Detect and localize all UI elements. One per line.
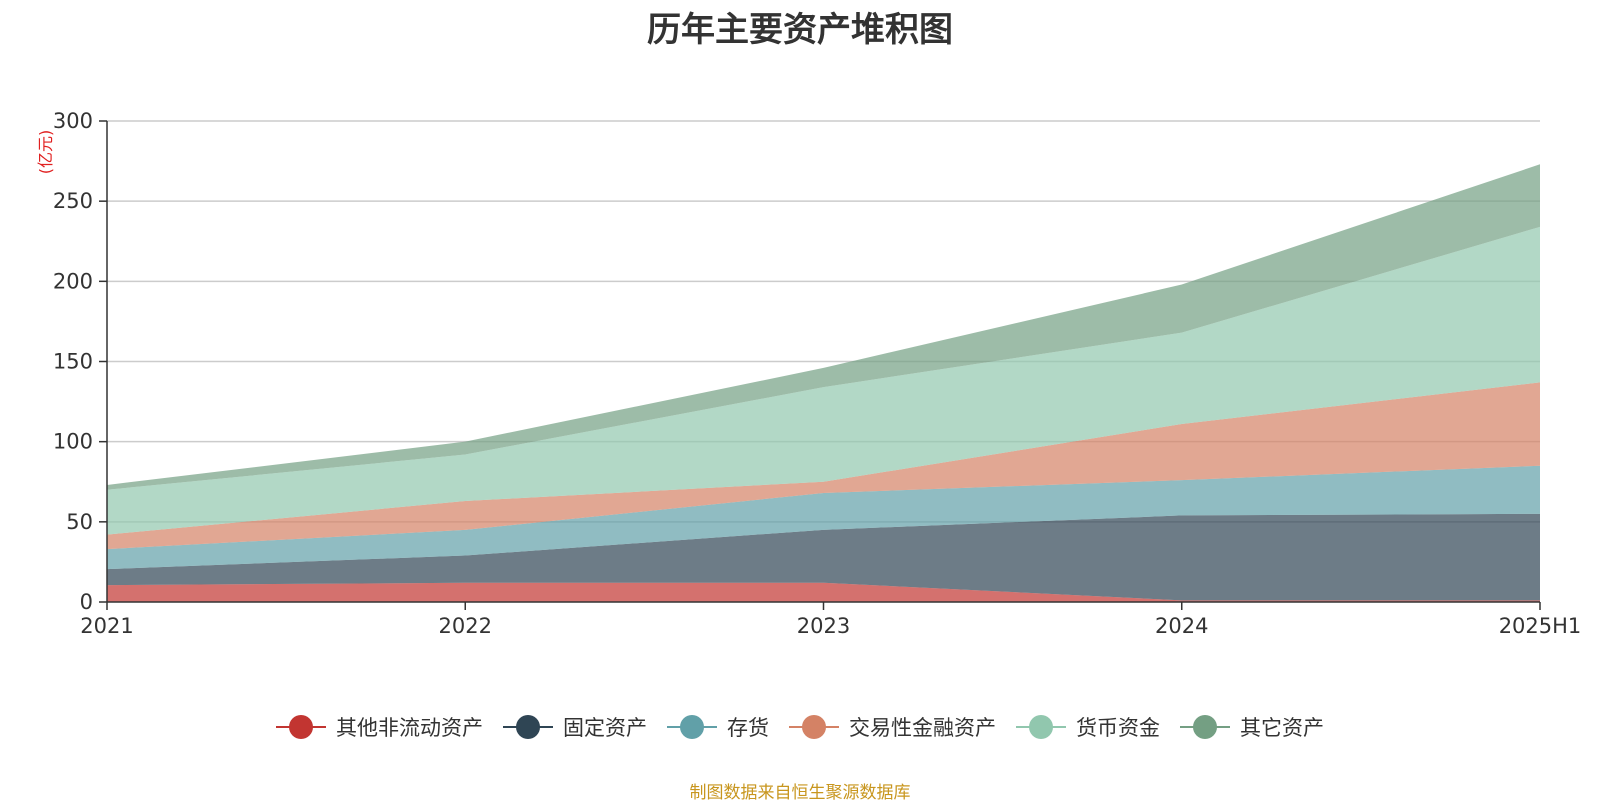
- data-source-note: 制图数据来自恒生聚源数据库: [689, 783, 911, 800]
- legend-item-1[interactable]: 固定资产: [503, 712, 647, 742]
- legend-marker-icon: [276, 715, 326, 739]
- y-tick-label: 100: [53, 430, 93, 454]
- legend-marker-icon: [667, 715, 717, 739]
- legend-marker-icon: [503, 715, 553, 739]
- area-series-1[interactable]: [107, 513, 1540, 601]
- x-tick-label: 2022: [439, 614, 492, 638]
- chart-plot-area: 0 50 100 150 200 250 300 2021 2022 2023 2024 2025H1: [53, 109, 1582, 638]
- legend-label: 货币资金: [1076, 716, 1160, 740]
- legend-item-0[interactable]: 其他非流动资产: [276, 712, 483, 742]
- chart-title: 历年主要资产堆积图: [647, 10, 953, 50]
- legend-label: 存货: [727, 716, 769, 740]
- legend-label: 其它资产: [1240, 716, 1324, 740]
- x-tick-label: 2023: [797, 614, 850, 638]
- y-tick-label: 0: [80, 590, 93, 614]
- legend-marker-icon: [1180, 715, 1230, 739]
- legend-item-2[interactable]: 存货: [667, 712, 769, 742]
- chart-legend: 其他非流动资产 固定资产 存货 交易性金融资产 货币资金 其它资产: [0, 712, 1600, 742]
- legend-item-3[interactable]: 交易性金融资产: [789, 712, 996, 742]
- y-tick-label: 150: [53, 350, 93, 374]
- area-series-2[interactable]: [107, 465, 1540, 570]
- legend-marker-icon: [1016, 715, 1066, 739]
- area-series-0[interactable]: [107, 582, 1540, 602]
- y-tick-label: 300: [53, 109, 93, 133]
- x-tick-label: 2025H1: [1499, 614, 1582, 638]
- area-series-4[interactable]: [107, 226, 1540, 535]
- legend-item-4[interactable]: 货币资金: [1016, 712, 1160, 742]
- legend-label: 交易性金融资产: [849, 716, 996, 740]
- y-tick-label: 200: [53, 269, 93, 293]
- x-tick-label: 2024: [1155, 614, 1208, 638]
- legend-label: 固定资产: [563, 716, 647, 740]
- legend-item-5[interactable]: 其它资产: [1180, 712, 1324, 742]
- legend-label: 其他非流动资产: [336, 716, 483, 740]
- y-tick-label: 50: [66, 510, 93, 534]
- legend-marker-icon: [789, 715, 839, 739]
- y-tick-label: 250: [53, 189, 93, 213]
- x-tick-label: 2021: [80, 614, 133, 638]
